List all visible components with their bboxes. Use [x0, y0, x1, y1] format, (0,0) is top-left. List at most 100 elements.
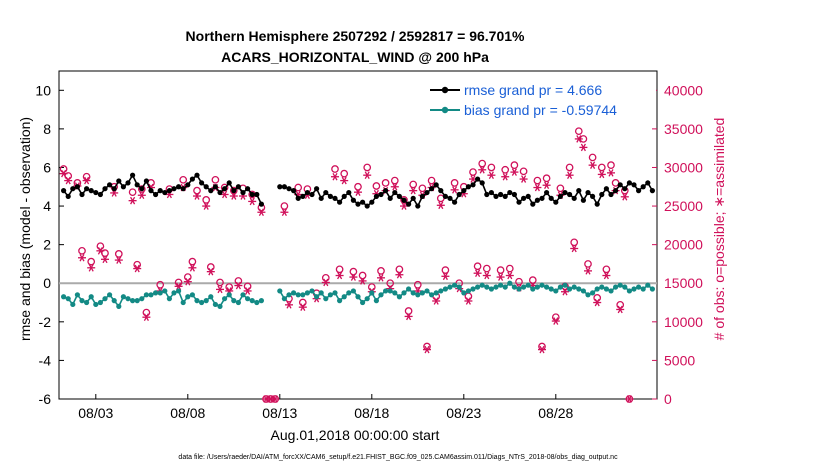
obs-assimilated-point [473, 269, 482, 277]
obs-assimilated-stroke [249, 197, 255, 206]
rmse-point [88, 188, 94, 194]
obs-assimilated-point [409, 186, 418, 195]
obs-assimilated-point [597, 170, 606, 179]
bias-point [387, 288, 393, 294]
rmse-point [74, 184, 80, 190]
obs-assimilated-point [331, 172, 339, 181]
obs-possible-point [542, 174, 551, 183]
obs-assimilated-point [602, 271, 611, 280]
rmse-point [93, 189, 99, 196]
rmse-point [626, 180, 633, 186]
rmse-point [222, 186, 228, 192]
obs-possible-point [505, 264, 514, 273]
bias-point [309, 288, 315, 294]
rmse-point [116, 178, 122, 184]
rmse-point [79, 191, 85, 198]
obs-possible-point [137, 185, 146, 193]
rmse-point [599, 191, 605, 198]
bias-point [235, 299, 241, 306]
bias-point [603, 286, 610, 292]
obs-assimilated-point [620, 193, 629, 201]
obs-assimilated-point [101, 255, 109, 264]
obs-assimilated-stroke [498, 273, 504, 281]
plot-frame [58, 70, 658, 400]
obs-assimilated-stroke [88, 264, 94, 272]
bias-point [212, 301, 218, 308]
bias-point [521, 284, 527, 290]
bias-point [502, 284, 508, 290]
rmse-point [401, 197, 407, 203]
obs-assimilated-stroke [479, 165, 485, 174]
obs-assimilated-point [450, 186, 459, 194]
rmse-point [461, 188, 467, 194]
rmse-point [548, 195, 554, 201]
bias-point [327, 292, 333, 298]
obs-possible-point [280, 202, 289, 210]
bias-point [185, 294, 191, 300]
obs-possible-point [331, 165, 339, 173]
bias-point [557, 284, 564, 290]
rmse-point [396, 193, 402, 200]
bias-point [401, 290, 407, 296]
plot-area: -6 -4 -2 0 2 4 6 8 10 0 5000 10000 15000 20000 25000 30… [35, 70, 703, 421]
bias-point [429, 292, 435, 298]
bias-point [355, 294, 361, 300]
rmse-point [102, 186, 108, 192]
bias-point [332, 290, 338, 296]
rmse-point [636, 188, 642, 194]
obs-possible-point [234, 277, 243, 285]
obs-possible-point [390, 176, 399, 185]
obs-possible-point [340, 169, 349, 178]
x-tick-label: 08/18 [354, 405, 389, 421]
rmse-point [484, 191, 490, 198]
bias-point [479, 282, 485, 288]
obs-assimilated-stroke [84, 176, 90, 185]
y-tick-label: 10 [35, 82, 51, 98]
y2-tick-label: 5000 [664, 352, 695, 368]
obs-possible-point [496, 266, 505, 274]
legend-rmse-label: rmse grand pr = 4.666 [464, 82, 602, 98]
bias-point [194, 298, 200, 304]
obs-possible-point [533, 176, 542, 185]
obs-possible-point [427, 176, 436, 185]
obs-possible-point [478, 159, 487, 168]
obs-assimilated-point [87, 264, 96, 272]
chart-title: Northern Hemisphere 2507292 / 2592817 = … [186, 28, 525, 44]
obs-possible-point [551, 313, 560, 322]
obs-assimilated-point [584, 267, 592, 275]
bias-point [613, 284, 619, 290]
obs-possible-point [469, 168, 477, 176]
rmse-point [530, 201, 536, 207]
bias-point [245, 296, 251, 302]
bias-point [217, 303, 223, 309]
bias-point [88, 294, 94, 300]
rmse-point [199, 180, 205, 186]
y2-tick-label: 35000 [664, 121, 703, 137]
rmse-point [281, 184, 287, 190]
obs-assimilated-stroke [580, 143, 586, 152]
rmse-point [139, 186, 145, 192]
obs-possible-point [87, 257, 96, 266]
rmse-point [295, 195, 301, 201]
obs-possible-point [556, 184, 565, 193]
obs-possible-point [133, 260, 142, 269]
legend: rmse grand pr = 4.666 bias grand pr = -0… [426, 77, 656, 119]
obs-assimilated-point [519, 175, 528, 183]
obs-assimilated-point [216, 285, 224, 294]
obs-possible-point [206, 263, 215, 271]
obs-assimilated-stroke [130, 196, 136, 205]
x-tick-label: 08/03 [78, 405, 113, 421]
y-tick-label: 2 [43, 237, 51, 253]
rmse-point [65, 193, 71, 200]
obs-assimilated-stroke [410, 186, 416, 195]
bias-point [341, 294, 347, 300]
bias-point [461, 290, 467, 296]
rmse-point [304, 189, 310, 196]
obs-possible-point [271, 395, 280, 403]
obs-assimilated-point [487, 171, 496, 179]
obs-assimilated-point [574, 135, 583, 143]
obs-assimilated-point [174, 282, 183, 291]
rmse-point [511, 191, 517, 198]
bias-point [350, 288, 356, 294]
rmse-point [176, 184, 182, 190]
